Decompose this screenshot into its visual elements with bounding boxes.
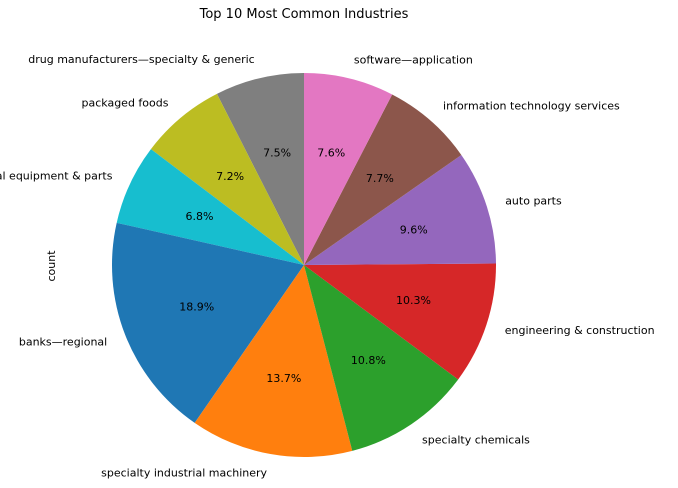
percent-label-banks-regional: 18.9% (179, 300, 214, 313)
percent-label-information-technology-services: 7.7% (366, 172, 394, 185)
pie-slice-drug-manufacturers-specialty-generic (216, 73, 304, 265)
pie-slice-auto-parts (304, 154, 496, 265)
category-label-packaged-foods: packaged foods (82, 97, 169, 110)
pie-slice-information-technology-services (304, 94, 462, 265)
pie-slice-banks-regional (111, 222, 304, 423)
category-label-banks-regional: banks—regional (19, 335, 107, 348)
category-label-information-technology-services: information technology services (443, 100, 620, 113)
category-label-electrical-equipment-parts: electrical equipment & parts (0, 170, 113, 183)
percent-label-engineering-construction: 10.3% (396, 294, 431, 307)
category-label-auto-parts: auto parts (505, 194, 562, 207)
percent-label-auto-parts: 9.6% (400, 223, 428, 236)
percent-label-packaged-foods: 7.2% (216, 170, 244, 183)
pie-slice-packaged-foods (150, 93, 304, 265)
percent-label-software-application: 7.6% (317, 147, 345, 160)
percent-label-electrical-equipment-parts: 6.8% (186, 210, 214, 223)
pie-slice-engineering-construction (304, 263, 496, 380)
pie-slice-electrical-equipment-parts (116, 149, 305, 265)
category-labels: drug manufacturers—specialty & generic pa… (0, 53, 655, 479)
y-axis-label: count (45, 250, 58, 282)
pie-slices (111, 73, 496, 458)
category-label-specialty-chemicals: specialty chemicals (422, 434, 530, 447)
pie-slice-software-application (304, 73, 393, 265)
percent-label-specialty-industrial-machinery: 13.7% (266, 372, 301, 385)
percent-labels: 7.5% 7.2% 6.8% 18.9% 13.7% 10.8% 10.3% 9.6% 7.7%… (179, 146, 431, 384)
pie-slice-specialty-industrial-machinery (194, 265, 353, 458)
category-label-engineering-construction: engineering & construction (505, 324, 655, 337)
chart-title: Top 10 Most Common Industries (199, 7, 409, 22)
percent-label-specialty-chemicals: 10.8% (351, 354, 386, 367)
percent-label-drug-manufacturers-specialty-generic: 7.5% (263, 146, 291, 159)
pie-slice-specialty-chemicals (304, 265, 459, 451)
category-label-software-application: software—application (354, 53, 473, 66)
category-label-specialty-industrial-machinery: specialty industrial machinery (101, 466, 267, 479)
category-label-drug-manufacturers-specialty-generic: drug manufacturers—specialty & generic (28, 53, 255, 66)
